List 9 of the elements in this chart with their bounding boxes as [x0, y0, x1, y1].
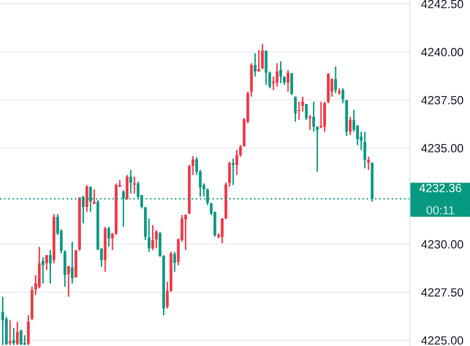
text: 00:11	[426, 206, 454, 214]
y-tick-label: 4240.00	[421, 48, 464, 56]
y-tick-label: 4242.50	[421, 0, 464, 8]
y-tick-label: 4225.00	[421, 336, 464, 345]
ref-line-label: 4232.36	[419, 184, 462, 192]
y-tick-label: 4235.00	[421, 144, 464, 152]
y-tick-label: 4237.50	[421, 96, 464, 104]
y-tick-label: 4227.50	[421, 288, 464, 297]
y-tick-label: 4230.00	[421, 240, 464, 249]
